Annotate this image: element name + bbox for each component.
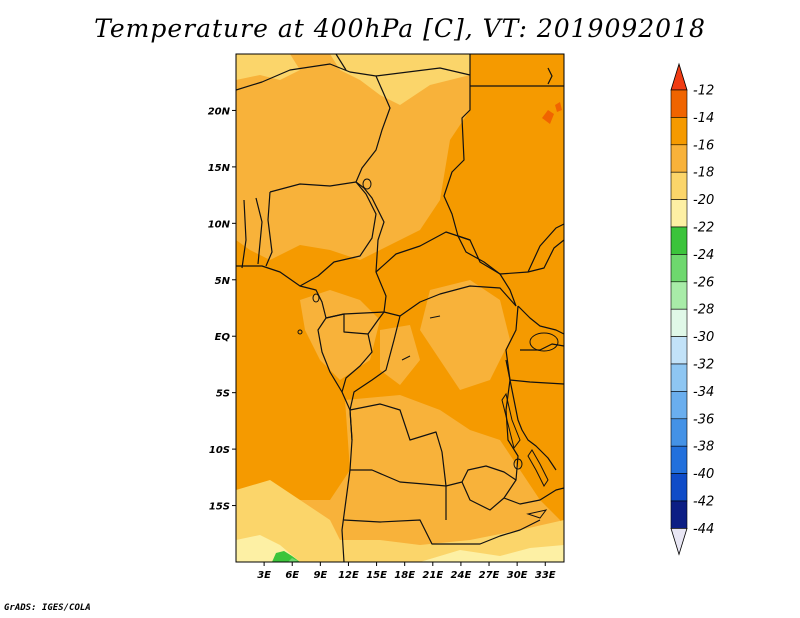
- x-tick-label: 12E: [338, 570, 359, 581]
- colorbar-label: -26: [693, 275, 714, 290]
- colorbar-label: -24: [693, 248, 714, 263]
- lakes-and-islands: [297, 178, 559, 519]
- colorbar-label: -30: [693, 330, 714, 345]
- x-tick-label: 24E: [451, 570, 472, 581]
- x-tick-label: 9E: [313, 570, 327, 581]
- colorbar-swatch: [670, 199, 688, 228]
- grads-credit: GrADS: IGES/COLA: [4, 603, 91, 613]
- colorbar-swatch: [670, 418, 688, 447]
- temperature-field-minus18-region: [236, 54, 564, 562]
- y-tick-label: 15S: [209, 502, 230, 513]
- colorbar-label: -42: [693, 495, 714, 510]
- y-tick-label: 5S: [216, 389, 230, 400]
- country-borders: [236, 54, 564, 562]
- colorbar: -12 -14 -16 -18 -20 -22 -24 -26 -28 -30 -32 -34 -36 -…: [670, 62, 714, 556]
- y-tick-label: 10S: [209, 445, 230, 456]
- colorbar-label: -38: [693, 440, 714, 455]
- y-axis-ticks: 20N 15N 10N 5N EQ 5S 10S 15S: [208, 106, 236, 513]
- y-tick-label: EQ: [215, 332, 231, 343]
- colorbar-label: -12: [693, 84, 714, 99]
- colorbar-top-arrow: [670, 62, 688, 91]
- colorbar-swatch: [670, 500, 688, 529]
- map-frame: [235, 53, 565, 563]
- colorbar-swatch: [670, 473, 688, 502]
- x-tick-label: 21E: [422, 570, 443, 581]
- colorbar-swatch: [670, 226, 688, 255]
- colorbar-label: -40: [693, 467, 714, 482]
- x-tick-label: 15E: [366, 570, 387, 581]
- colorbar-swatch: [670, 336, 688, 365]
- colorbar-bottom-arrow: [670, 528, 688, 556]
- colorbar-swatch: [670, 445, 688, 474]
- colorbar-label: -16: [693, 138, 714, 153]
- temperature-field-minus24-region: [288, 558, 298, 562]
- colorbar-swatch: [670, 89, 688, 118]
- colorbar-swatch: [670, 254, 688, 283]
- colorbar-swatch: [670, 117, 688, 146]
- colorbar-label: -32: [693, 358, 714, 373]
- colorbar-label: -22: [693, 221, 714, 236]
- colorbar-label: -14: [693, 111, 714, 126]
- colorbar-label: -36: [693, 412, 714, 427]
- temperature-field-minus12-region: [542, 102, 562, 124]
- colorbar-swatch: [670, 171, 688, 200]
- y-tick-label: 10N: [208, 219, 231, 230]
- colorbar-label: -18: [693, 166, 714, 181]
- x-tick-label: 27E: [479, 570, 500, 581]
- x-tick-label: 3E: [257, 570, 271, 581]
- y-tick-label: 5N: [215, 276, 231, 287]
- y-tick-label: 15N: [208, 163, 231, 174]
- map-panel: [236, 54, 564, 562]
- colorbar-swatch: [670, 281, 688, 310]
- x-axis-ticks: 3E 6E 9E 12E 15E 18E 21E 24E 27E 30E 33E: [257, 562, 556, 581]
- colorbar-swatch: [670, 391, 688, 420]
- colorbar-label: -20: [693, 193, 714, 208]
- colorbar-label: -28: [693, 303, 714, 318]
- chart-title: Temperature at 400hPa [C], VT: 201909201…: [94, 14, 706, 43]
- colorbar-swatch: [670, 363, 688, 392]
- colorbar-swatch: [670, 144, 688, 173]
- x-tick-label: 18E: [394, 570, 415, 581]
- colorbar-label: -44: [693, 522, 714, 537]
- x-tick-label: 6E: [285, 570, 299, 581]
- x-tick-label: 30E: [507, 570, 528, 581]
- colorbar-swatch: [670, 308, 688, 337]
- x-tick-label: 33E: [535, 570, 556, 581]
- y-tick-label: 20N: [208, 106, 231, 117]
- colorbar-label: -34: [693, 385, 714, 400]
